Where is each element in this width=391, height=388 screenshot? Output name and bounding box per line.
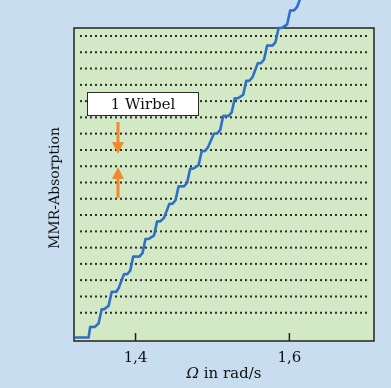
- y-axis-label-text: MMR-Absorption: [47, 127, 63, 249]
- x-axis-label-text: in rad/s: [198, 364, 262, 382]
- x-tick-label: 1,4: [124, 348, 148, 366]
- arrow-down-head: [112, 142, 124, 154]
- arrow-up-head: [112, 167, 124, 179]
- plot-frame: [73, 27, 375, 342]
- x-axis-label-symbol: Ω: [186, 364, 199, 382]
- x-tick-label: 1,6: [277, 348, 301, 366]
- data-line: [74, 0, 302, 339]
- x-axis-label: Ω in rad/s: [74, 364, 374, 382]
- plot-area: [74, 28, 374, 341]
- annotation-label: 1 Wirbel: [87, 92, 199, 116]
